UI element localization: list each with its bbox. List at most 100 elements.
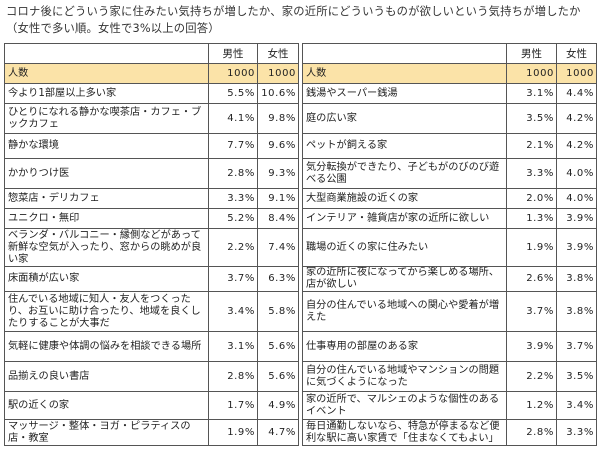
row-label-left: 惣菜店・デリカフェ [4, 188, 209, 209]
row-male-left: 7.7% [208, 133, 258, 159]
row-label-right: 家の近所に夜になってから楽しめる場所、店が欲しい [302, 266, 507, 292]
row-male-left: 2.2% [208, 228, 258, 267]
row-female-right: 3.8% [556, 266, 597, 292]
header-male-right: 男性 [506, 43, 557, 64]
row-label-right: 自分の住んでいる地域への関心や愛着が増えた [302, 291, 507, 332]
row-label-left: マッサージ・整体・ヨガ・ピラティスの店・教室 [4, 419, 209, 446]
row-female-left: 5.6% [257, 361, 299, 392]
table-row: 静かな環境 7.7% 9.6% ペットが飼える家 2.1% 4.2% [4, 133, 597, 159]
row-female-right: 4.2% [556, 103, 597, 134]
row-label-left: ユニクロ・無印 [4, 208, 209, 229]
row-female-left: 7.4% [257, 228, 299, 267]
header-female-left: 女性 [257, 43, 299, 64]
row-female-right: 4.0% [556, 158, 597, 189]
row-male-left: 3.3% [208, 188, 258, 209]
row-male-right: 2.2% [506, 361, 557, 392]
row-label-right: 庭の広い家 [302, 103, 507, 134]
count-female-right: 1000 [556, 63, 597, 84]
row-label-right: 大型商業施設の近くの家 [302, 188, 507, 209]
row-male-left: 3.1% [208, 331, 258, 362]
row-label-right: 職場の近くの家に住みたい [302, 228, 507, 267]
row-male-right: 2.0% [506, 188, 557, 209]
row-female-right: 3.3% [556, 419, 597, 446]
row-label-right: 毎日通勤しないなら、特急が停まるなど便利な駅に高い家賃で「住まなくてもよい」 [302, 419, 507, 446]
row-female-left: 9.8% [257, 103, 299, 134]
row-female-left: 4.9% [257, 391, 299, 420]
row-male-right: 3.3% [506, 158, 557, 189]
row-female-right: 3.8% [556, 291, 597, 332]
count-female-left: 1000 [257, 63, 299, 84]
row-female-left: 6.3% [257, 266, 299, 292]
count-row: 人数 1000 1000 人数 1000 1000 [4, 63, 597, 84]
row-male-left: 1.9% [208, 419, 258, 446]
row-female-right: 3.9% [556, 208, 597, 229]
row-male-right: 1.3% [506, 208, 557, 229]
row-label-left: 静かな環境 [4, 133, 209, 159]
row-male-right: 3.7% [506, 291, 557, 332]
row-male-left: 5.2% [208, 208, 258, 229]
count-label-left: 人数 [4, 63, 209, 84]
table-row: 惣菜店・デリカフェ 3.3% 9.1% 大型商業施設の近くの家 2.0% 4.0% [4, 188, 597, 209]
row-male-left: 3.7% [208, 266, 258, 292]
row-label-right: 銭湯やスーパー銭湯 [302, 83, 507, 104]
row-female-left: 9.1% [257, 188, 299, 209]
header-label-cell-left [4, 43, 209, 64]
header-female-right: 女性 [556, 43, 597, 64]
row-label-left: ひとりになれる静かな喫茶店・カフェ・ブックカフェ [4, 103, 209, 134]
row-label-right: ペットが飼える家 [302, 133, 507, 159]
header-label-cell-right [302, 43, 507, 64]
row-female-right: 3.9% [556, 228, 597, 267]
row-female-right: 4.2% [556, 133, 597, 159]
row-female-left: 4.7% [257, 419, 299, 446]
header-row: 男性 女性 男性 女性 [4, 43, 597, 64]
row-label-left: 気軽に健康や体調の悩みを相談できる場所 [4, 331, 209, 362]
row-label-left: 今より1部屋以上多い家 [4, 83, 209, 104]
row-label-left: 床面積が広い家 [4, 266, 209, 292]
row-male-right: 1.2% [506, 391, 557, 420]
table-row: ベランダ・バルコニー・縁側などがあって新鮮な空気が入ったり、窓からの眺めが良い家… [4, 228, 597, 267]
row-label-left: 駅の近くの家 [4, 391, 209, 420]
table-row: 品揃えの良い書店 2.8% 5.6% 自分の住んでいる地域やマンションの問題に気づくよ… [4, 361, 597, 392]
count-male-left: 1000 [208, 63, 258, 84]
row-male-left: 3.4% [208, 291, 258, 332]
table-row: 床面積が広い家 3.7% 6.3% 家の近所に夜になってから楽しめる場所、店が欲しい 2… [4, 266, 597, 292]
row-label-left: 住んでいる地域に知人・友人をつくったり、お互いに助け合ったり、地域を良くしたりす… [4, 291, 209, 332]
row-male-left: 2.8% [208, 158, 258, 189]
row-female-left: 8.4% [257, 208, 299, 229]
row-label-left: ベランダ・バルコニー・縁側などがあって新鮮な空気が入ったり、窓からの眺めが良い家 [4, 228, 209, 267]
row-female-right: 3.4% [556, 391, 597, 420]
row-label-right: 家の近所で、マルシェのような個性のあるイベント [302, 391, 507, 420]
row-female-left: 9.3% [257, 158, 299, 189]
row-male-right: 3.9% [506, 331, 557, 362]
table-row: 気軽に健康や体調の悩みを相談できる場所 3.1% 5.6% 仕事専用の部屋のある家 3.… [4, 331, 597, 362]
row-male-left: 2.8% [208, 361, 258, 392]
row-male-left: 1.7% [208, 391, 258, 420]
row-male-right: 2.6% [506, 266, 557, 292]
count-label-right: 人数 [302, 63, 507, 84]
row-label-right: 仕事専用の部屋のある家 [302, 331, 507, 362]
row-female-left: 5.6% [257, 331, 299, 362]
row-female-right: 3.7% [556, 331, 597, 362]
count-male-right: 1000 [506, 63, 557, 84]
row-label-right: 気分転換ができたり、子どもがのびのび遊べる公園 [302, 158, 507, 189]
row-label-right: 自分の住んでいる地域やマンションの問題に気づくようになった [302, 361, 507, 392]
survey-table: 男性 女性 男性 女性 人数 1000 1000 人数 1000 1000 今よ… [4, 43, 597, 446]
row-male-right: 2.1% [506, 133, 557, 159]
row-female-left: 9.6% [257, 133, 299, 159]
page-title: コロナ後にどういう家に住みたい気持ちが増したか、家の近所にどういうものが欲しいと… [6, 5, 581, 35]
header-male-left: 男性 [208, 43, 258, 64]
row-female-right: 4.0% [556, 188, 597, 209]
table-row: かかりつけ医 2.8% 9.3% 気分転換ができたり、子どもがのびのび遊べる公園 3.3… [4, 158, 597, 189]
row-male-right: 3.5% [506, 103, 557, 134]
row-female-left: 10.6% [257, 83, 299, 104]
row-male-right: 3.1% [506, 83, 557, 104]
row-male-right: 1.9% [506, 228, 557, 267]
table-row: ひとりになれる静かな喫茶店・カフェ・ブックカフェ 4.1% 9.8% 庭の広い家 3.5… [4, 103, 597, 134]
row-female-left: 5.8% [257, 291, 299, 332]
row-label-right: インテリア・雑貨店が家の近所に欲しい [302, 208, 507, 229]
row-male-left: 5.5% [208, 83, 258, 104]
table-row: 駅の近くの家 1.7% 4.9% 家の近所で、マルシェのような個性のあるイベント 1.2… [4, 391, 597, 420]
row-female-right: 3.5% [556, 361, 597, 392]
row-male-left: 4.1% [208, 103, 258, 134]
table-row: 住んでいる地域に知人・友人をつくったり、お互いに助け合ったり、地域を良くしたりす… [4, 291, 597, 332]
